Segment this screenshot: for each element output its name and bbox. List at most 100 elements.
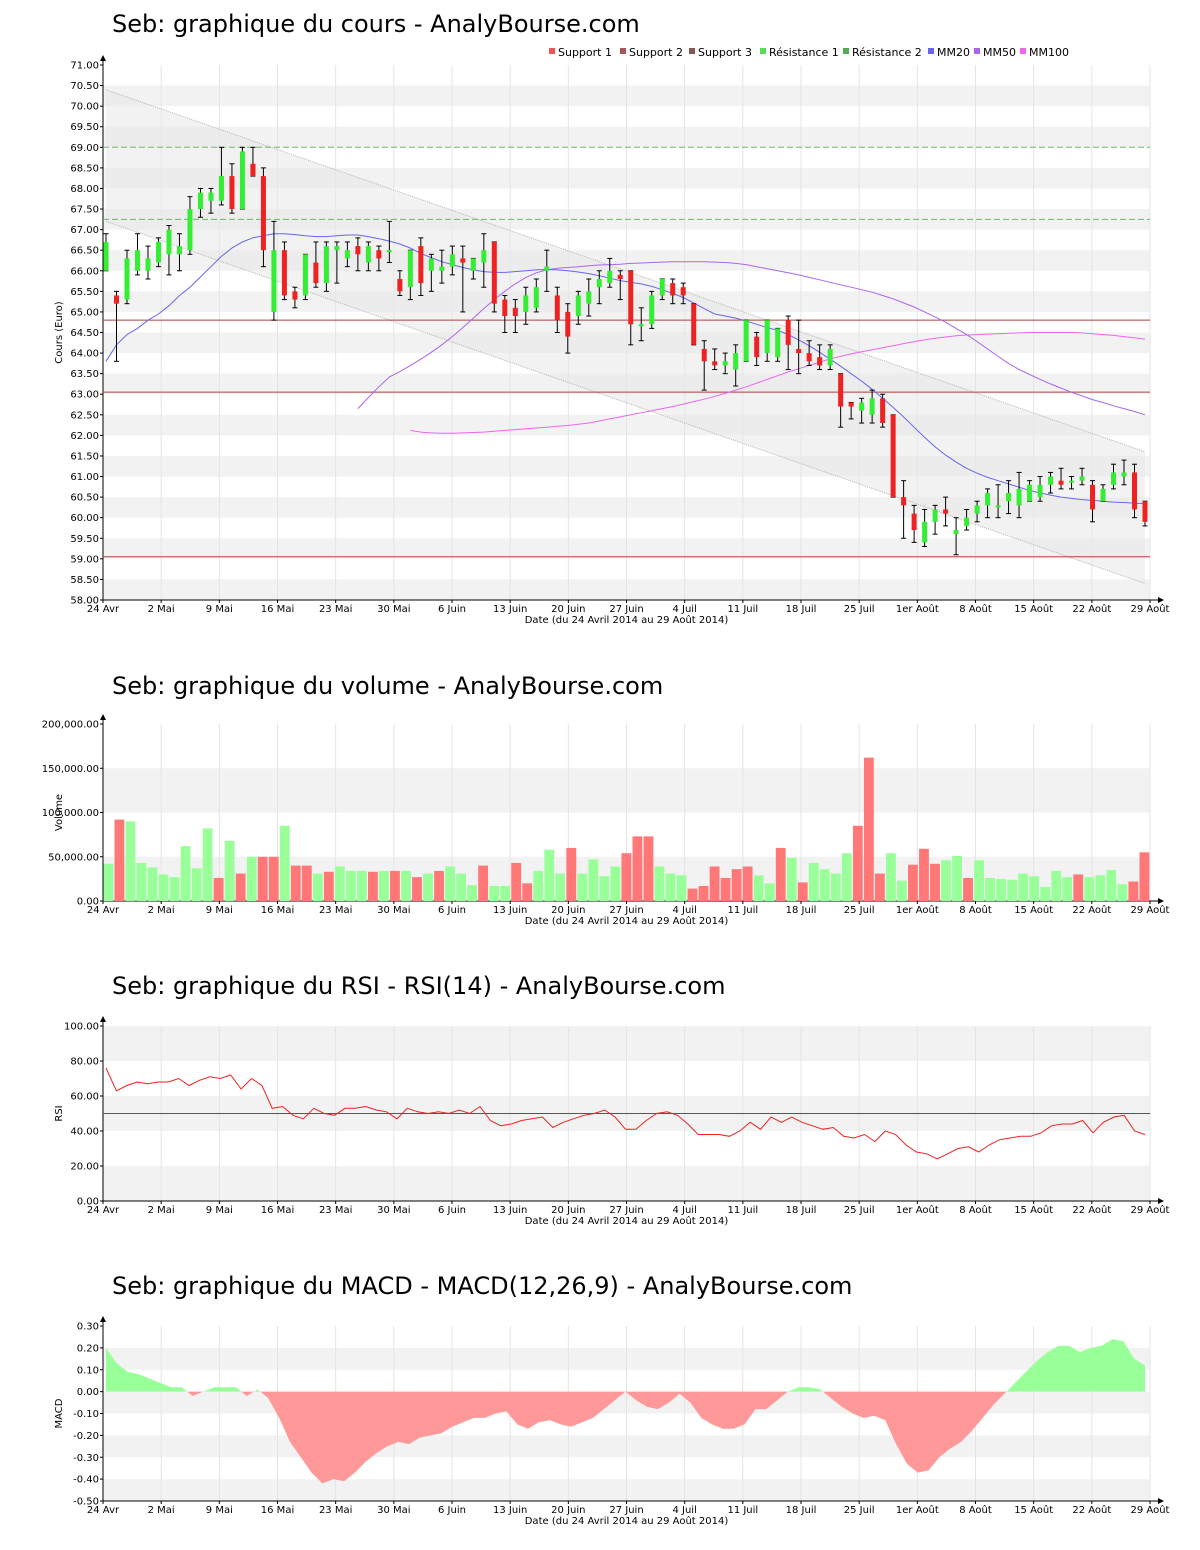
price-x-tick-label: 13 Juin [493, 604, 527, 615]
volume-x-tick-label: 16 Mai [261, 905, 294, 916]
price-y-tick-label: 60.00 [70, 513, 99, 524]
price-candle [796, 319, 802, 375]
candle-body [344, 250, 350, 259]
price-chart: 58.00 58.50 59.00 59.50 60.00 60.50 61.00 61.50… [54, 46, 1170, 626]
price-candle [1016, 471, 1022, 519]
candle-body [250, 163, 256, 177]
volume-bar [952, 855, 962, 901]
volume-y-tick-label: 50,000.00 [48, 852, 99, 863]
candle-body [502, 299, 508, 317]
volume-bar [731, 869, 742, 901]
volume-bar [698, 885, 709, 901]
price-candle [869, 389, 875, 424]
candle-body [145, 258, 151, 271]
price-y-tick-label: 69.50 [70, 122, 99, 133]
price-candle [722, 352, 728, 375]
candle-body [964, 517, 970, 526]
mm50-line [357, 261, 1146, 416]
candle-body [848, 402, 854, 407]
candle-body [1016, 488, 1022, 506]
legend-swatch [843, 48, 849, 54]
price-candle [680, 282, 686, 305]
price-candle [670, 278, 676, 305]
candle-body [124, 258, 130, 300]
volume-y-tick-label: 100,000.00 [42, 808, 99, 819]
price-y-tick-label: 62.50 [70, 410, 99, 421]
candle-body [187, 209, 193, 251]
price-candle [607, 257, 613, 288]
volume-y-tick-label: 150,000.00 [42, 764, 99, 775]
candle-body [544, 266, 550, 271]
candle-body [1132, 472, 1138, 510]
volume-bar [257, 856, 268, 901]
candle-body [743, 320, 749, 362]
volume-bar [797, 882, 808, 901]
price-candle [932, 504, 938, 535]
rsi-x-tick-label: 9 Mai [206, 1205, 233, 1216]
price-x-tick-label: 4 Juil [672, 604, 696, 615]
macd-x-tick-label: 20 Juin [551, 1505, 585, 1516]
candle-body [953, 530, 959, 535]
legend-swatch [689, 48, 695, 54]
candle-body [460, 258, 466, 263]
price-candle [743, 319, 749, 362]
volume-bar [974, 860, 984, 901]
price-x-tick-label: 18 Juil [786, 604, 817, 615]
price-y-tick-label: 66.50 [70, 246, 99, 257]
price-candle [995, 484, 1001, 519]
volume-bar [191, 868, 202, 901]
price-y-axis-label: Cours (Euro) [54, 301, 65, 364]
candle-body [901, 497, 907, 506]
price-candle [439, 249, 445, 284]
rsi-x-tick-label: 23 Mai [319, 1205, 352, 1216]
volume-bar [863, 757, 874, 901]
candle-body [155, 241, 161, 263]
rsi-y-tick-label: 40.00 [70, 1127, 99, 1138]
candle-body [691, 303, 697, 345]
price-candle [292, 286, 298, 309]
price-candle [1079, 467, 1085, 486]
price-candle [250, 146, 256, 177]
macd-x-tick-label: 4 Juil [672, 1505, 696, 1516]
price-x-tick-label: 22 Août [1072, 603, 1111, 615]
candle-body [764, 320, 770, 354]
volume-bar [136, 862, 147, 901]
volume-bar [577, 873, 588, 901]
price-y-tick-label: 63.50 [70, 369, 99, 380]
volume-bar [1018, 873, 1029, 901]
price-candle [281, 241, 287, 301]
candle-body [302, 254, 308, 296]
volume-x-tick-label: 13 Juin [493, 905, 527, 916]
volume-bar [213, 877, 224, 901]
volume-bar [720, 877, 731, 901]
volume-bar [334, 866, 345, 901]
mm100-line [410, 332, 1146, 434]
volume-y-arrow [100, 714, 106, 720]
legend-item: Résistance 2 [843, 46, 922, 59]
volume-bar [764, 883, 775, 901]
candle-body [218, 176, 224, 201]
macd-y-axis-label: MACD [54, 1398, 65, 1428]
price-candle [449, 245, 455, 276]
rsi-y-axis-label: RSI [54, 1105, 65, 1121]
candle-body [586, 291, 592, 304]
candle-body [533, 287, 539, 308]
candle-body [554, 295, 560, 321]
price-candle [638, 307, 644, 342]
legend-swatch [549, 48, 555, 54]
price-candle [890, 414, 896, 498]
price-candle [1027, 480, 1033, 502]
volume-bar [323, 871, 334, 901]
price-candle [145, 245, 151, 280]
volume-bar [643, 836, 654, 901]
price-panel: Seb: graphique du cours - AnalyBourse.co… [0, 0, 1200, 640]
price-candle [407, 249, 413, 301]
volume-bar [930, 863, 940, 901]
price-candle [533, 278, 539, 313]
price-candle [313, 241, 319, 288]
volume-bar [775, 847, 786, 901]
volume-x-tick-label: 8 Août [959, 904, 992, 916]
candle-body [1079, 476, 1085, 481]
candle-body [365, 246, 371, 263]
volume-bar [356, 870, 367, 901]
